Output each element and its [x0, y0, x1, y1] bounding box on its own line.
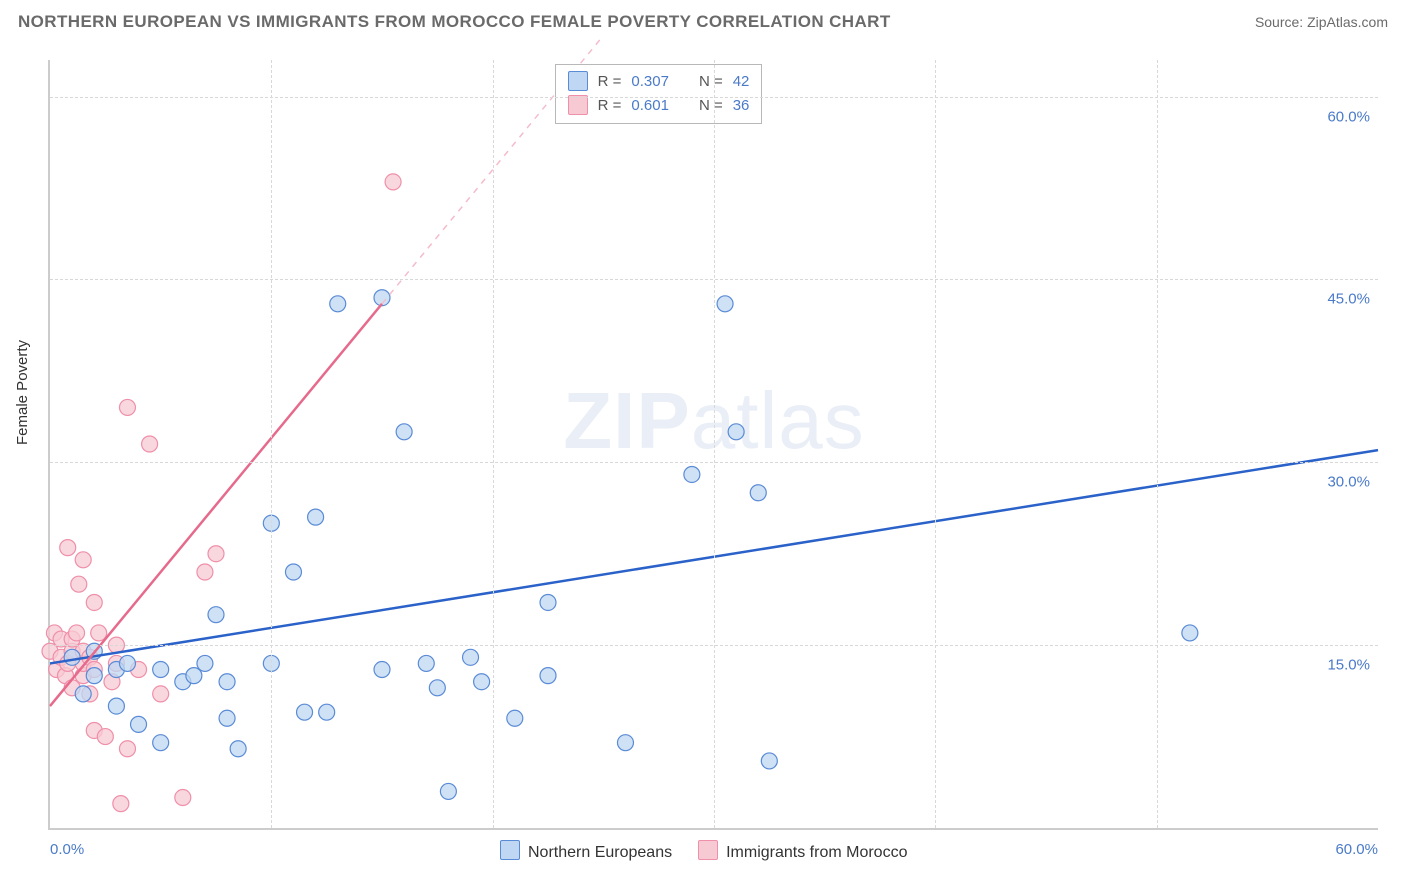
scatter-point-blue [153, 662, 169, 678]
y-tick-label: 30.0% [1327, 474, 1370, 491]
r-label: R = [598, 97, 622, 114]
scatter-point-blue [396, 424, 412, 440]
scatter-point-blue [64, 649, 80, 665]
scatter-point-blue [474, 674, 490, 690]
scatter-point-blue [219, 674, 235, 690]
legend-row-blue: R = 0.307 N = 42 [568, 69, 750, 93]
legend-swatch-pink-icon [698, 840, 718, 860]
scatter-point-blue [761, 753, 777, 769]
gridline-v [935, 60, 936, 828]
r-label: R = [598, 73, 622, 90]
scatter-point-blue [717, 296, 733, 312]
legend-item-blue: Northern Europeans [500, 840, 672, 862]
scatter-point-blue [617, 735, 633, 751]
scatter-point-blue [728, 424, 744, 440]
n-label: N = [699, 73, 723, 90]
scatter-point-pink [60, 540, 76, 556]
scatter-point-blue [507, 710, 523, 726]
scatter-point-blue [418, 655, 434, 671]
gridline-v [493, 60, 494, 828]
source-name: ZipAtlas.com [1307, 14, 1388, 30]
n-value-blue: 42 [733, 73, 750, 90]
scatter-point-blue [319, 704, 335, 720]
y-axis-label: Female Poverty [14, 340, 31, 445]
scatter-point-pink [69, 625, 85, 641]
scatter-point-pink [208, 546, 224, 562]
gridline-v [1157, 60, 1158, 828]
r-value-blue: 0.307 [631, 73, 669, 90]
scatter-point-blue [540, 594, 556, 610]
scatter-point-blue [219, 710, 235, 726]
scatter-point-pink [142, 436, 158, 452]
scatter-point-blue [297, 704, 313, 720]
legend-swatch-pink [568, 95, 588, 115]
x-tick-label: 60.0% [1335, 841, 1378, 858]
legend-series: Northern Europeans Immigrants from Moroc… [500, 840, 907, 862]
scatter-point-blue [684, 466, 700, 482]
scatter-point-blue [75, 686, 91, 702]
scatter-point-blue [131, 716, 147, 732]
y-tick-label: 60.0% [1327, 108, 1370, 125]
scatter-point-blue [230, 741, 246, 757]
scatter-point-blue [440, 783, 456, 799]
n-value-pink: 36 [733, 97, 750, 114]
legend-swatch-blue-icon [500, 840, 520, 860]
scatter-point-pink [153, 686, 169, 702]
scatter-point-blue [119, 655, 135, 671]
legend-label-blue: Northern Europeans [528, 844, 672, 861]
scatter-point-blue [374, 662, 390, 678]
scatter-point-pink [119, 741, 135, 757]
legend-item-pink: Immigrants from Morocco [698, 840, 907, 862]
y-tick-label: 15.0% [1327, 657, 1370, 674]
scatter-point-blue [330, 296, 346, 312]
legend-label-pink: Immigrants from Morocco [726, 844, 907, 861]
r-value-pink: 0.601 [631, 97, 669, 114]
plot-area: ZIPatlas R = 0.307 N = 42 R = 0.601 N = … [48, 60, 1378, 830]
scatter-point-blue [197, 655, 213, 671]
scatter-point-pink [71, 576, 87, 592]
source-prefix: Source: [1255, 14, 1307, 30]
scatter-point-blue [540, 668, 556, 684]
legend-swatch-blue [568, 71, 588, 91]
scatter-point-pink [86, 594, 102, 610]
scatter-point-pink [175, 790, 191, 806]
y-tick-label: 45.0% [1327, 291, 1370, 308]
scatter-point-blue [308, 509, 324, 525]
scatter-point-blue [285, 564, 301, 580]
scatter-point-blue [429, 680, 445, 696]
scatter-point-blue [153, 735, 169, 751]
scatter-point-blue [86, 668, 102, 684]
x-tick-label: 0.0% [50, 841, 84, 858]
scatter-point-blue [1182, 625, 1198, 641]
scatter-point-pink [197, 564, 213, 580]
scatter-point-blue [108, 698, 124, 714]
gridline-v [271, 60, 272, 828]
scatter-point-pink [119, 399, 135, 415]
gridline-v [714, 60, 715, 828]
legend-correlation-box: R = 0.307 N = 42 R = 0.601 N = 36 [555, 64, 763, 124]
n-label: N = [699, 97, 723, 114]
scatter-point-blue [750, 485, 766, 501]
scatter-point-pink [385, 174, 401, 190]
scatter-point-pink [97, 729, 113, 745]
scatter-point-blue [463, 649, 479, 665]
scatter-point-pink [75, 552, 91, 568]
chart-title: NORTHERN EUROPEAN VS IMMIGRANTS FROM MOR… [18, 12, 891, 32]
source-attribution: Source: ZipAtlas.com [1255, 14, 1388, 30]
scatter-point-pink [113, 796, 129, 812]
scatter-point-blue [208, 607, 224, 623]
